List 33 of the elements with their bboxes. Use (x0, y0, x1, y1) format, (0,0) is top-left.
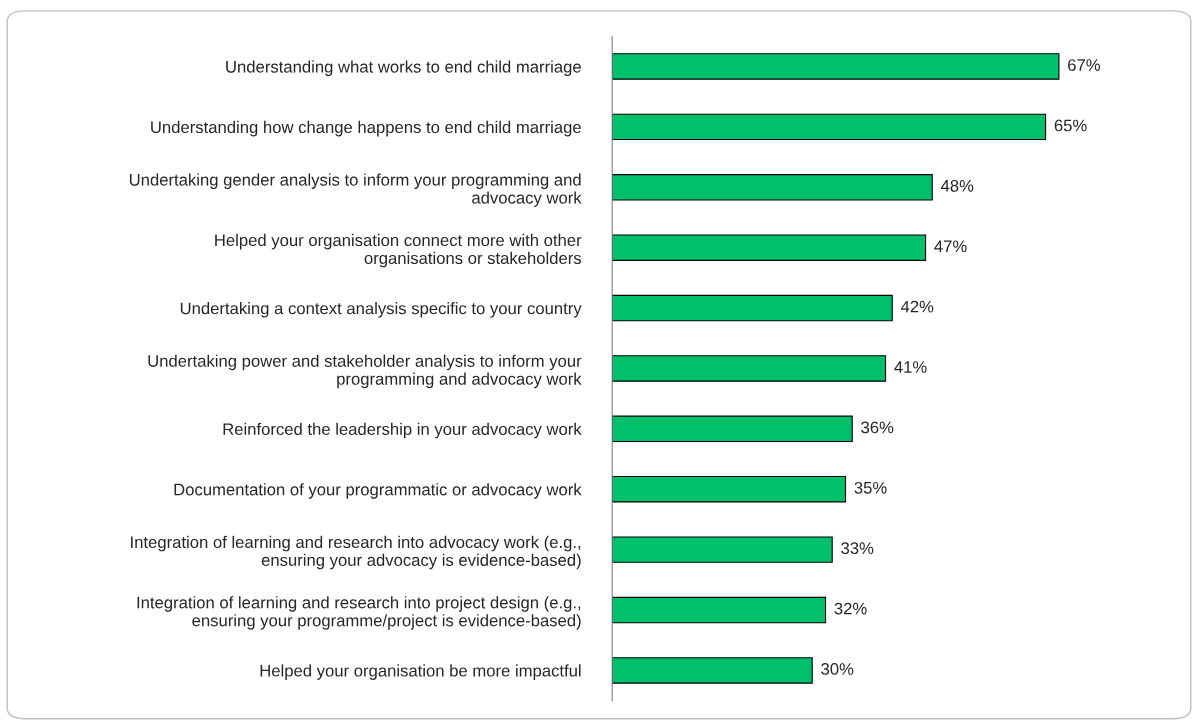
y-tick-label: Reinforced the leadership in your advocacy work (223, 422, 582, 439)
y-tick-label: Integration of learning and research into project design (e.g., ensuring your programme/project is evidence-based) (137, 596, 581, 630)
bar (612, 113, 1047, 141)
bar (612, 234, 927, 261)
bar (612, 53, 1060, 80)
y-tick-label: Integration of learning and research into advocacy work (e.g., ensuring your advocacy is evidence-based) (131, 535, 581, 570)
data-label: 42% (900, 300, 934, 313)
bar (612, 536, 833, 563)
data-label: 35% (854, 481, 887, 494)
bar (612, 415, 853, 443)
y-tick-label: Understanding how change happens to end child marriage (151, 120, 581, 137)
bar (612, 596, 827, 624)
data-label: 36% (861, 421, 894, 434)
data-label: 65% (1054, 119, 1087, 132)
bar (612, 355, 887, 382)
y-tick-label: Understanding what works to end child marriage (226, 60, 581, 76)
y-tick-label: Documentation of your programmatic or advocacy work (174, 483, 582, 499)
bar (612, 657, 813, 684)
data-label: 32% (834, 602, 867, 615)
y-tick-label: Undertaking gender analysis to inform your programming and advocacy work (129, 173, 582, 207)
bar (612, 294, 893, 322)
y-tick-label: Undertaking power and stakeholder analysis to inform your programming and advocacy work (148, 354, 582, 389)
data-label: 33% (841, 542, 874, 555)
data-label: 47% (934, 240, 967, 253)
y-tick-label: Undertaking a context analysis specific to your country (180, 302, 582, 318)
data-label: 41% (894, 361, 927, 373)
bar (612, 174, 933, 201)
data-label: 30% (821, 663, 854, 675)
y-tick-label: Helped your organisation connect more with other organisations or stakeholders (215, 233, 582, 268)
bar (612, 475, 847, 503)
data-label: 67% (1068, 59, 1100, 71)
y-tick-label: Helped your organisation be more impactful (260, 664, 581, 680)
data-label: 48% (940, 179, 974, 192)
